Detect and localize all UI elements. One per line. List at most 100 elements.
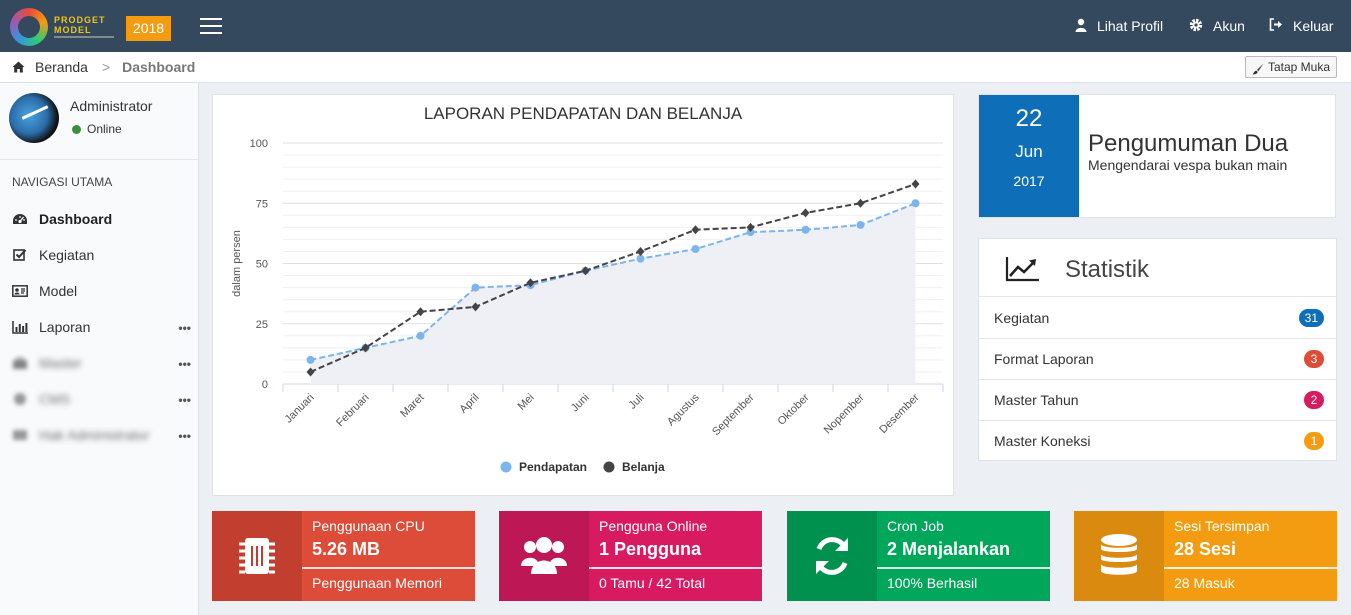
sidebar-item-master[interactable]: Master ••• <box>0 345 199 381</box>
akun-label: Akun <box>1213 18 1245 34</box>
stat-row-format-laporan[interactable]: Format Laporan 3 <box>979 339 1336 380</box>
legend-label-pendapatan: Pendapatan <box>519 460 587 474</box>
data-point-belanja <box>636 246 645 256</box>
y-axis-label: dalam persen <box>231 230 243 297</box>
stat-label: Master Tahun <box>994 392 1079 408</box>
y-tick-label: 50 <box>256 259 268 271</box>
online-status-icon <box>72 124 81 134</box>
infobox-progress <box>877 567 1050 569</box>
sidebar-divider <box>0 159 199 160</box>
x-tick-label: Oktober <box>775 391 811 427</box>
sidebar-menu: Dashboard Kegiatan Model Laporan ••• M <box>0 201 199 453</box>
sidebar-item-laporan[interactable]: Laporan ••• <box>0 309 199 345</box>
area-fill <box>310 203 916 384</box>
sidebar-item-dashboard[interactable]: Dashboard <box>0 201 199 237</box>
sidebar-item-kegiatan[interactable]: Kegiatan <box>0 237 199 273</box>
data-point-belanja <box>746 222 755 232</box>
data-point-belanja <box>526 278 535 288</box>
legend-marker-pendapatan <box>500 461 512 473</box>
x-tick-label: Juni <box>569 392 592 415</box>
brush-icon <box>1252 61 1264 75</box>
sidebar-item-label: Hak Administrator <box>39 427 150 443</box>
y-tick-label: 100 <box>250 138 268 150</box>
data-point-belanja <box>361 343 370 353</box>
announcement-title: Pengumuman Dua <box>1088 130 1289 157</box>
x-tick-label: Januari <box>283 392 317 426</box>
lihat-profil-link[interactable]: Lihat Profil <box>1075 0 1163 52</box>
sidebar-item-label: Kegiatan <box>39 247 95 263</box>
briefcase-icon <box>12 355 28 371</box>
logo-text-line1: PRODGET <box>54 15 106 25</box>
stat-row-master-koneksi[interactable]: Master Koneksi 1 <box>979 421 1336 462</box>
tatap-muka-button[interactable]: Tatap Muka <box>1244 56 1337 78</box>
x-tick-label: Juli <box>626 392 646 412</box>
users-icon <box>499 511 589 601</box>
more-icon[interactable]: ••• <box>178 393 191 407</box>
dashboard-icon <box>12 211 28 227</box>
stat-row-kegiatan[interactable]: Kegiatan 31 <box>979 298 1336 339</box>
data-point-belanja <box>306 367 315 377</box>
announcement-year: 2017 <box>1013 173 1045 189</box>
data-point-pendapatan <box>856 220 865 229</box>
stat-row-master-tahun[interactable]: Master Tahun 2 <box>979 380 1336 421</box>
logo-ring-icon <box>10 8 48 46</box>
stat-label: Master Koneksi <box>994 433 1091 449</box>
line-chart-icon <box>1005 255 1041 283</box>
tatap-muka-label: Tatap Muka <box>1267 60 1330 74</box>
data-point-belanja <box>856 198 865 208</box>
infobox-value: 5.26 MB <box>312 539 381 559</box>
stat-label: Kegiatan <box>994 310 1050 326</box>
sidebar-item-cms[interactable]: CMS ••• <box>0 381 199 417</box>
akun-link[interactable]: Akun <box>1189 0 1245 52</box>
count-badge: 2 <box>1304 391 1324 409</box>
data-point-pendapatan <box>306 355 315 364</box>
infobox-value: 2 Menjalankan <box>887 539 1011 559</box>
data-point-belanja <box>911 179 920 189</box>
infobox-cron-job: Cron Job 2 Menjalankan 100% Berhasil <box>787 511 1050 601</box>
sign-out-icon <box>1269 18 1283 34</box>
x-tick-label: Nopember <box>822 391 867 436</box>
breadcrumb-home-link[interactable]: Beranda <box>35 59 88 75</box>
more-icon[interactable]: ••• <box>178 321 191 335</box>
avatar[interactable] <box>9 93 59 143</box>
infobox-text: Sesi Tersimpan 28 Sesi 28 Masuk <box>1164 511 1337 601</box>
data-point-belanja <box>416 307 425 317</box>
breadcrumb: Beranda > Dashboard <box>12 59 195 75</box>
sidebar-item-label: CMS <box>39 391 71 407</box>
breadcrumb-separator: > <box>101 59 111 75</box>
infobox-progress <box>302 567 475 569</box>
chart-panel: LAPORAN PENDAPATAN DAN BELANJA 0 25 50 75 100… <box>212 94 954 496</box>
cpu-chip-icon <box>212 511 302 601</box>
x-tick-label: September <box>710 391 757 438</box>
announcement-card[interactable]: 22 Jun 2017 Pengumuman Dua Mengendarai v… <box>978 94 1336 218</box>
infobox-footer: 100% Berhasil <box>887 575 978 591</box>
data-point-pendapatan <box>416 331 425 340</box>
user-status-label: Online <box>87 122 122 136</box>
check-square-icon <box>12 247 28 263</box>
sidebar-item-label: Laporan <box>39 319 91 335</box>
data-point-pendapatan <box>691 245 700 254</box>
more-icon[interactable]: ••• <box>178 429 191 443</box>
more-icon[interactable]: ••• <box>178 357 191 371</box>
data-point-belanja <box>691 225 700 235</box>
app-logo[interactable]: PRODGET MODEL <box>10 6 120 48</box>
data-point-belanja <box>581 266 590 276</box>
x-tick-label: Februari <box>334 392 371 429</box>
sidebar-item-model[interactable]: Model <box>0 273 199 309</box>
infobox-title: Pengguna Online <box>599 518 708 534</box>
count-badge: 1 <box>1304 432 1324 450</box>
statistik-header: Statistik <box>979 239 1336 297</box>
data-point-pendapatan <box>746 228 755 237</box>
infobox-footer: 28 Masuk <box>1174 575 1235 591</box>
sidebar-item-label: Dashboard <box>39 211 113 227</box>
infobox-online-users: Pengguna Online 1 Pengguna 0 Tamu / 42 T… <box>499 511 762 601</box>
sidebar-item-hak-administrator[interactable]: Hak Administrator ••• <box>0 417 199 453</box>
infobox-text: Penggunaan CPU 5.26 MB Penggunaan Memori <box>302 511 475 601</box>
keluar-link[interactable]: Keluar <box>1269 0 1333 52</box>
y-tick-label: 25 <box>256 319 268 331</box>
breadcrumb-bar: Beranda > Dashboard Tatap Muka <box>0 52 1351 83</box>
database-icon <box>1074 511 1164 601</box>
sidebar-toggle-button[interactable] <box>200 18 222 34</box>
user-status: Online <box>72 122 122 136</box>
announcement-month: Jun <box>1015 142 1043 161</box>
